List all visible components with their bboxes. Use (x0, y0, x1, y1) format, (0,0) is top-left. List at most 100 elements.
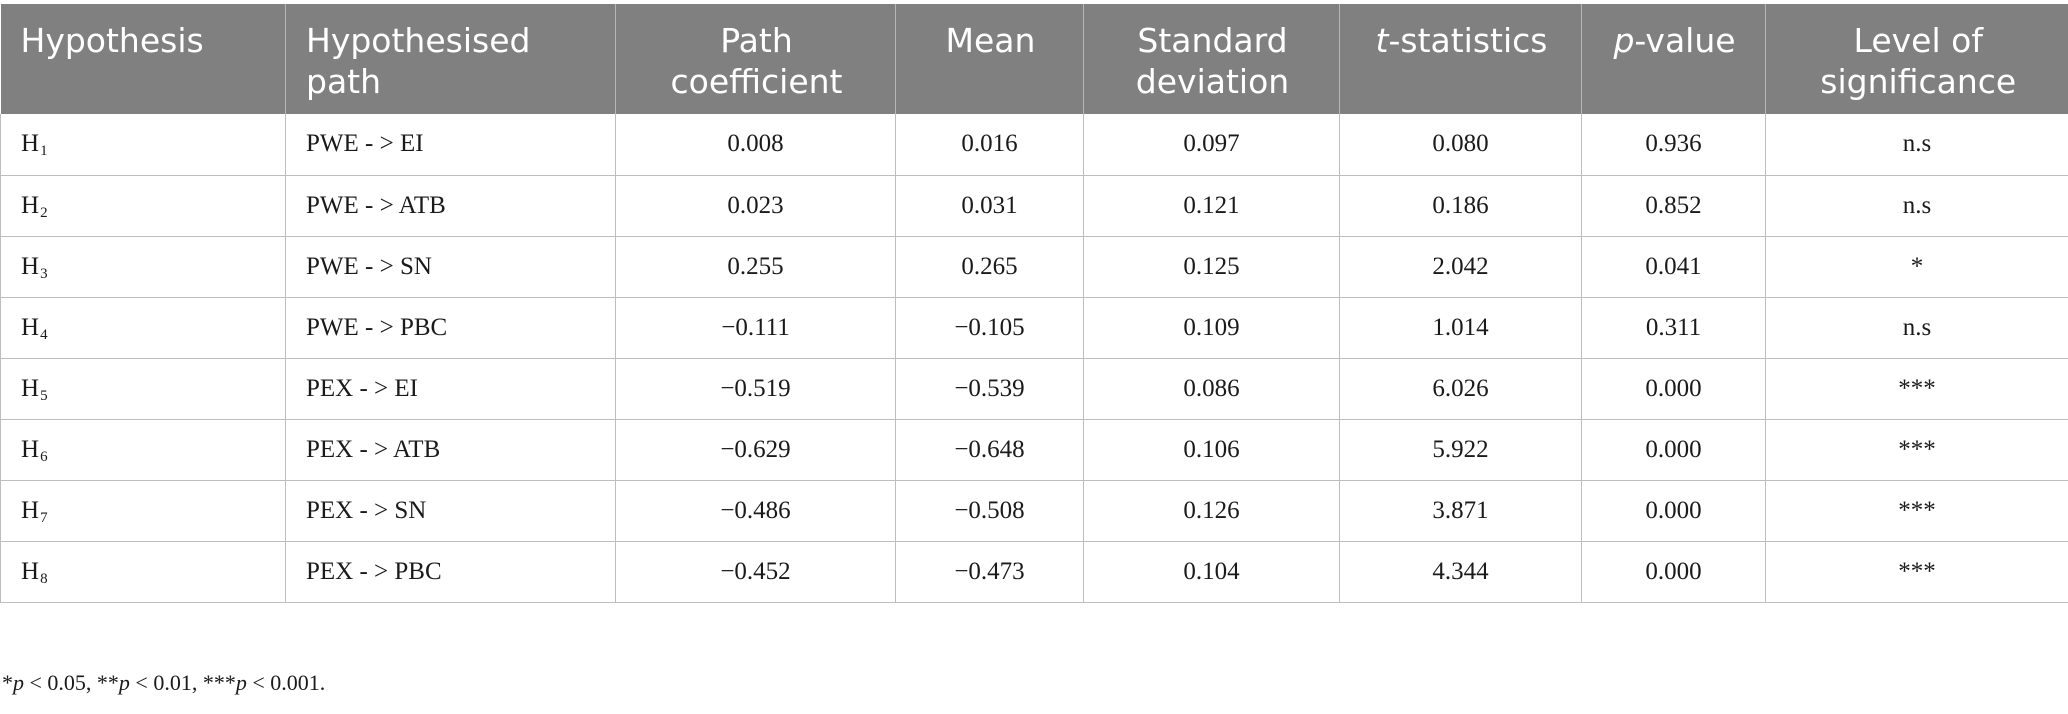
significance-cell: n.s (1765, 175, 2068, 236)
significance-cell: *** (1765, 541, 2068, 602)
std-deviation-cell: 0.097 (1083, 114, 1340, 175)
table-row: H4 PWE - > PBC −0.111 −0.105 0.109 1.014 0.311… (0, 297, 2068, 358)
significance-cell: * (1765, 236, 2068, 297)
table-row: H5 PEX - > EI −0.519 −0.539 0.086 6.026 0.000 *… (0, 358, 2068, 419)
column-header-label: -statistics (1388, 21, 1548, 60)
hypothesis-subscript: 8 (40, 570, 48, 587)
footnote-italic-p: p (118, 670, 130, 695)
hypothesis-letter: H (21, 496, 40, 524)
column-header-label: Hypothesised path (306, 21, 531, 101)
mean-cell: −0.473 (895, 541, 1084, 602)
mean-cell: −0.105 (895, 297, 1084, 358)
column-header-pval: p-value (1581, 4, 1766, 114)
mean-cell: 0.031 (895, 175, 1084, 236)
path-cell: PEX - > PBC (285, 541, 616, 602)
header-row: Hypothesis Hypothesised path Path coeffici… (0, 4, 2068, 114)
hypothesis-cell: H1 (0, 114, 286, 175)
t-statistic-cell: 2.042 (1339, 236, 1582, 297)
column-header-label: Mean (945, 21, 1036, 60)
table-row: H1 PWE - > EI 0.008 0.016 0.097 0.080 0.936 n.s (0, 114, 2068, 175)
hypothesis-cell: H7 (0, 480, 286, 541)
significance-cell: *** (1765, 480, 2068, 541)
significance-cell: *** (1765, 358, 2068, 419)
std-deviation-cell: 0.086 (1083, 358, 1340, 419)
std-deviation-cell: 0.126 (1083, 480, 1340, 541)
table-row: H2 PWE - > ATB 0.023 0.031 0.121 0.186 0.852 n.… (0, 175, 2068, 236)
table-row: H3 PWE - > SN 0.255 0.265 0.125 2.042 0.041 * (0, 236, 2068, 297)
column-header-label: Level of significance (1820, 21, 2017, 101)
p-value-cell: 0.311 (1581, 297, 1766, 358)
significance-footnote: *p < 0.05, **p < 0.01, ***p < 0.001. (2, 670, 325, 696)
t-statistic-cell: 5.922 (1339, 419, 1582, 480)
significance-cell: n.s (1765, 114, 2068, 175)
t-statistic-cell: 4.344 (1339, 541, 1582, 602)
hypothesis-subscript: 4 (40, 326, 48, 343)
path-cell: PWE - > ATB (285, 175, 616, 236)
hypothesis-cell: H6 (0, 419, 286, 480)
path-coefficient-cell: −0.629 (615, 419, 896, 480)
footnote-text: * (2, 670, 13, 695)
p-value-cell: 0.000 (1581, 480, 1766, 541)
hypothesis-cell: H5 (0, 358, 286, 419)
p-value-cell: 0.936 (1581, 114, 1766, 175)
footnote-text: < 0.01, *** (129, 670, 236, 695)
hypothesis-cell: H4 (0, 297, 286, 358)
hypothesis-cell: H8 (0, 541, 286, 602)
p-value-cell: 0.000 (1581, 541, 1766, 602)
path-cell: PEX - > EI (285, 358, 616, 419)
p-value-cell: 0.852 (1581, 175, 1766, 236)
footnote-text: < 0.001. (246, 670, 326, 695)
path-cell: PEX - > SN (285, 480, 616, 541)
std-deviation-cell: 0.109 (1083, 297, 1340, 358)
column-header-path: Hypothesised path (285, 4, 616, 114)
hypothesis-subscript: 7 (40, 509, 48, 526)
footnote-text: < 0.05, ** (24, 670, 119, 695)
table-row: H8 PEX - > PBC −0.452 −0.473 0.104 4.344 0.000… (0, 541, 2068, 602)
mean-cell: −0.648 (895, 419, 1084, 480)
hypothesis-cell: H3 (0, 236, 286, 297)
t-statistic-cell: 3.871 (1339, 480, 1582, 541)
t-statistic-cell: 0.080 (1339, 114, 1582, 175)
footnote-italic-p: p (13, 670, 24, 695)
path-coefficient-cell: −0.519 (615, 358, 896, 419)
table-body: H1 PWE - > EI 0.008 0.016 0.097 0.080 0.936 n.s… (0, 114, 2068, 602)
hypothesis-letter: H (21, 435, 40, 463)
path-coefficient-cell: 0.023 (615, 175, 896, 236)
t-statistic-cell: 6.026 (1339, 358, 1582, 419)
table-row: H6 PEX - > ATB −0.629 −0.648 0.106 5.922 0.000… (0, 419, 2068, 480)
path-coefficient-cell: 0.008 (615, 114, 896, 175)
table-row: H7 PEX - > SN −0.486 −0.508 0.126 3.871 0.000 *… (0, 480, 2068, 541)
mean-cell: 0.016 (895, 114, 1084, 175)
hypothesis-letter: H (21, 374, 40, 402)
hypothesis-subscript: 6 (40, 448, 48, 465)
results-table-container: Hypothesis Hypothesised path Path coeffici… (0, 4, 2068, 603)
path-coefficient-cell: −0.111 (615, 297, 896, 358)
column-header-label: -value (1634, 21, 1736, 60)
column-header-label: Hypothesis (20, 21, 204, 60)
column-header-coef: Path coefficient (615, 4, 896, 114)
path-cell: PEX - > ATB (285, 419, 616, 480)
hypothesis-letter: H (21, 313, 40, 341)
column-header-label: Path coefficient (670, 21, 843, 101)
column-header-italic-prefix: t (1375, 21, 1389, 60)
p-value-cell: 0.000 (1581, 419, 1766, 480)
hypothesis-subscript: 1 (40, 143, 48, 160)
column-header-tstat: t-statistics (1339, 4, 1582, 114)
hypothesis-letter: H (21, 130, 40, 158)
std-deviation-cell: 0.121 (1083, 175, 1340, 236)
hypothesis-subscript: 5 (40, 387, 48, 404)
hypothesis-letter: H (21, 557, 40, 585)
hypothesis-cell: H2 (0, 175, 286, 236)
mean-cell: −0.508 (895, 480, 1084, 541)
mean-cell: 0.265 (895, 236, 1084, 297)
hypothesis-letter: H (21, 252, 40, 280)
column-header-sig: Level of significance (1766, 4, 2068, 114)
table-header: Hypothesis Hypothesised path Path coeffici… (0, 4, 2068, 114)
std-deviation-cell: 0.106 (1083, 419, 1340, 480)
std-deviation-cell: 0.125 (1083, 236, 1340, 297)
hypothesis-letter: H (21, 191, 40, 219)
column-header-italic-prefix: p (1613, 21, 1635, 60)
hypothesis-subscript: 3 (40, 265, 48, 282)
std-deviation-cell: 0.104 (1083, 541, 1340, 602)
significance-cell: *** (1765, 419, 2068, 480)
